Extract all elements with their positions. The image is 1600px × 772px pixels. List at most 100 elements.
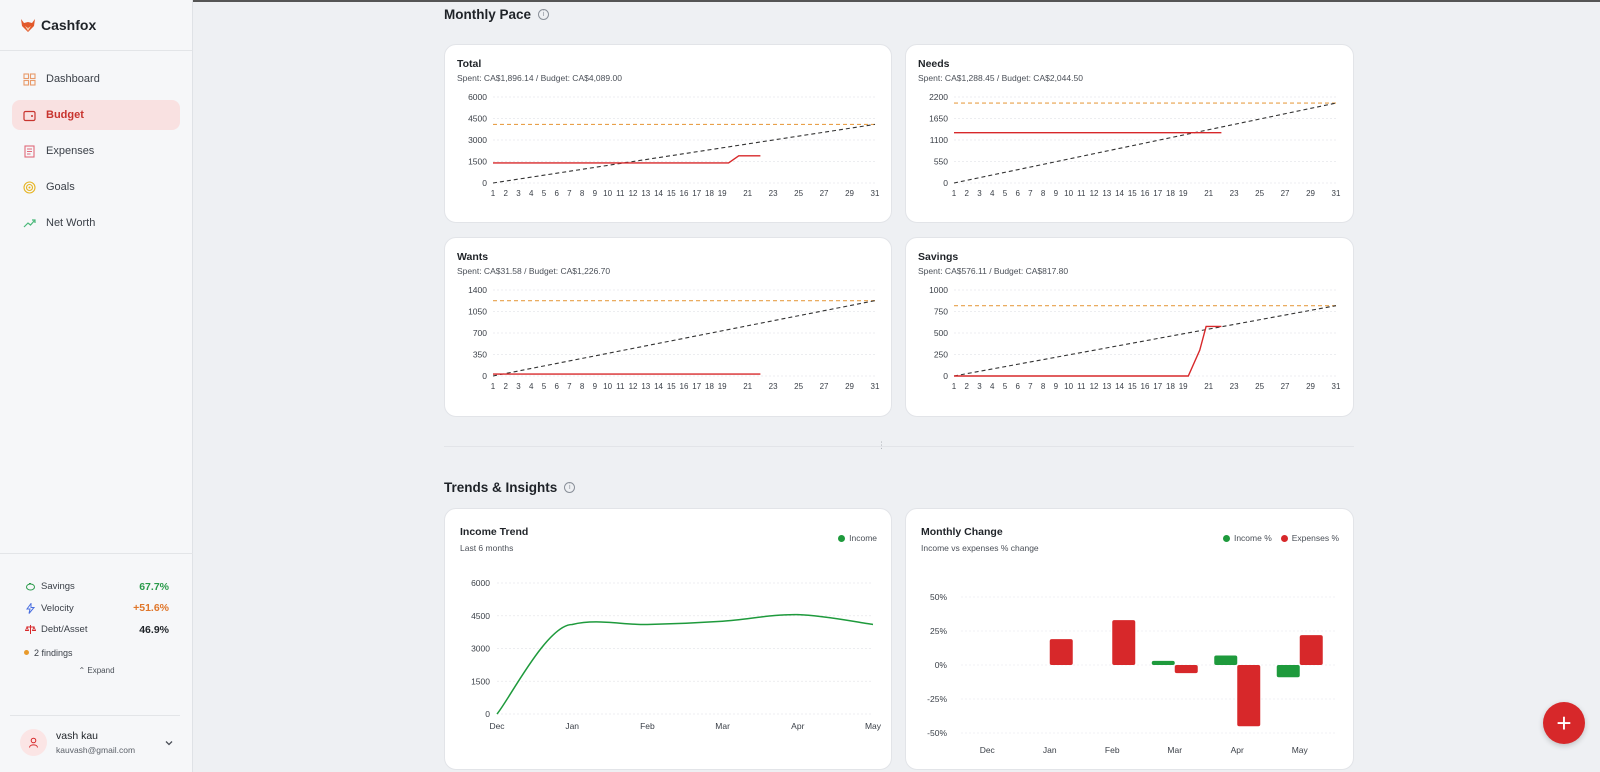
sidebar-item-expenses[interactable]: Expenses xyxy=(12,136,180,166)
receipt-icon xyxy=(22,144,36,158)
x-tick-label: 3 xyxy=(977,382,982,391)
y-tick-label: 6000 xyxy=(471,578,490,588)
sidebar-item-net-worth[interactable]: Net Worth xyxy=(12,208,180,238)
x-tick-label: 27 xyxy=(1281,189,1290,198)
info-icon[interactable]: i xyxy=(538,9,550,20)
x-tick-label: 23 xyxy=(1230,189,1239,198)
dashboard-icon xyxy=(22,72,36,86)
pace-card-wants: Wants Spent: CA$31.58 / Budget: CA$1,226… xyxy=(444,237,892,417)
window-top-edge xyxy=(0,0,1600,2)
x-tick-label: 23 xyxy=(1230,382,1239,391)
findings-dot-icon xyxy=(24,650,29,655)
info-icon[interactable]: i xyxy=(564,482,576,493)
findings[interactable]: 2 findings xyxy=(0,648,193,658)
stat-label: Savings xyxy=(41,581,75,593)
x-tick-label: 14 xyxy=(654,382,663,391)
x-tick-label: 14 xyxy=(654,189,663,198)
x-tick-label: 3 xyxy=(516,189,521,198)
spent-line xyxy=(493,155,761,164)
income-pct-bar xyxy=(1151,660,1175,665)
user-name: vash kau xyxy=(56,730,99,742)
brand[interactable]: Cashfox xyxy=(0,0,192,51)
x-tick-label: 18 xyxy=(1166,189,1175,198)
trending-up-icon xyxy=(22,216,36,230)
x-tick-label: 7 xyxy=(567,189,572,198)
y-tick-label: 1650 xyxy=(929,114,948,124)
pace-card-total: Total Spent: CA$1,896.14 / Budget: CA$4,… xyxy=(444,44,892,223)
add-transaction-button[interactable]: + xyxy=(1543,702,1585,744)
x-tick-label: 11 xyxy=(616,189,625,198)
x-tick-label: 15 xyxy=(1128,382,1137,391)
chevron-down-icon[interactable] xyxy=(164,738,174,748)
x-tick-label: 16 xyxy=(1141,382,1150,391)
x-tick-label: 4 xyxy=(529,189,534,198)
x-tick-label: May xyxy=(1292,745,1309,755)
y-tick-label: 6000 xyxy=(468,92,487,102)
lightning-icon xyxy=(25,602,36,614)
y-tick-label: 1500 xyxy=(471,676,490,686)
x-tick-label: 1 xyxy=(952,382,957,391)
x-tick-label: 17 xyxy=(692,382,701,391)
card-subtitle: Income vs expenses % change xyxy=(921,543,1039,553)
expenses-pct-bar xyxy=(1299,635,1323,665)
legend-label: Income xyxy=(849,533,877,543)
legend-item-expenses-pct[interactable]: Expenses % xyxy=(1280,533,1339,543)
expenses-pct-bar xyxy=(1237,665,1261,727)
expand-button[interactable]: ⌃ Expand xyxy=(0,666,193,675)
x-tick-label: 29 xyxy=(1306,382,1315,391)
piggy-bank-icon xyxy=(25,581,36,592)
monthly-change-card: Monthly Change Income vs expenses % chan… xyxy=(905,508,1354,770)
x-tick-label: 17 xyxy=(692,189,701,198)
card-subtitle: Spent: CA$576.11 / Budget: CA$817.80 xyxy=(918,266,1069,276)
x-tick-label: 1 xyxy=(491,382,496,391)
x-tick-label: 4 xyxy=(529,382,534,391)
wallet-icon xyxy=(22,108,36,122)
y-tick-label: 25% xyxy=(930,626,947,636)
target-icon xyxy=(22,180,36,194)
y-tick-label: 3000 xyxy=(468,135,487,145)
legend-item-income[interactable]: Income xyxy=(838,533,877,543)
x-tick-label: 11 xyxy=(616,382,625,391)
x-tick-label: 15 xyxy=(667,382,676,391)
stat-savings[interactable]: Savings 67.7% xyxy=(0,576,193,598)
x-tick-label: 9 xyxy=(1054,189,1059,198)
x-tick-label: 17 xyxy=(1153,382,1162,391)
monthly-pace-title: Monthly Pace i xyxy=(444,7,550,22)
legend-dot xyxy=(838,534,846,542)
x-tick-label: 21 xyxy=(1204,189,1213,198)
user-menu[interactable]: vash kau kauvash@gmail.com xyxy=(10,715,180,769)
stat-debt-asset[interactable]: Debt/Asset 46.9% xyxy=(0,619,193,641)
sidebar-item-dashboard[interactable]: Dashboard xyxy=(12,64,180,94)
card-title: Total xyxy=(457,58,482,70)
sidebar-item-budget[interactable]: Budget xyxy=(12,100,180,130)
card-subtitle: Spent: CA$1,896.14 / Budget: CA$4,089.00 xyxy=(457,73,622,83)
fox-logo-icon xyxy=(21,19,35,32)
x-tick-label: 19 xyxy=(1179,189,1188,198)
legend-label: Expenses % xyxy=(1291,533,1339,543)
x-tick-label: 27 xyxy=(820,382,829,391)
x-tick-label: 13 xyxy=(641,189,650,198)
x-tick-label: Feb xyxy=(640,721,655,731)
scale-icon xyxy=(25,624,36,635)
drag-handle-icon[interactable]: ⋮ xyxy=(877,440,886,450)
x-tick-label: 4 xyxy=(990,189,995,198)
legend-dot xyxy=(1222,534,1230,542)
x-tick-label: 3 xyxy=(516,382,521,391)
x-tick-label: 21 xyxy=(743,382,752,391)
expand-label: Expand xyxy=(87,665,115,675)
stat-velocity[interactable]: Velocity +51.6% xyxy=(0,598,193,620)
y-tick-label: -25% xyxy=(927,694,947,704)
trends-title: Trends & Insights i xyxy=(444,480,576,495)
section-divider xyxy=(444,446,1354,447)
x-tick-label: 15 xyxy=(667,189,676,198)
sidebar-item-goals[interactable]: Goals xyxy=(12,172,180,202)
x-tick-label: 19 xyxy=(1179,382,1188,391)
income-trend-card: Income Trend Last 6 months Income 0 1500 3… xyxy=(444,508,892,770)
app-name: Cashfox xyxy=(41,17,97,33)
x-tick-label: Mar xyxy=(715,721,730,731)
stat-label: Velocity xyxy=(41,602,74,614)
sidebar-stats: Savings 67.7% Velocity +51.6% Debt/Asset… xyxy=(0,553,193,675)
legend-item-income-pct[interactable]: Income % xyxy=(1222,533,1272,543)
x-tick-label: 12 xyxy=(629,382,638,391)
